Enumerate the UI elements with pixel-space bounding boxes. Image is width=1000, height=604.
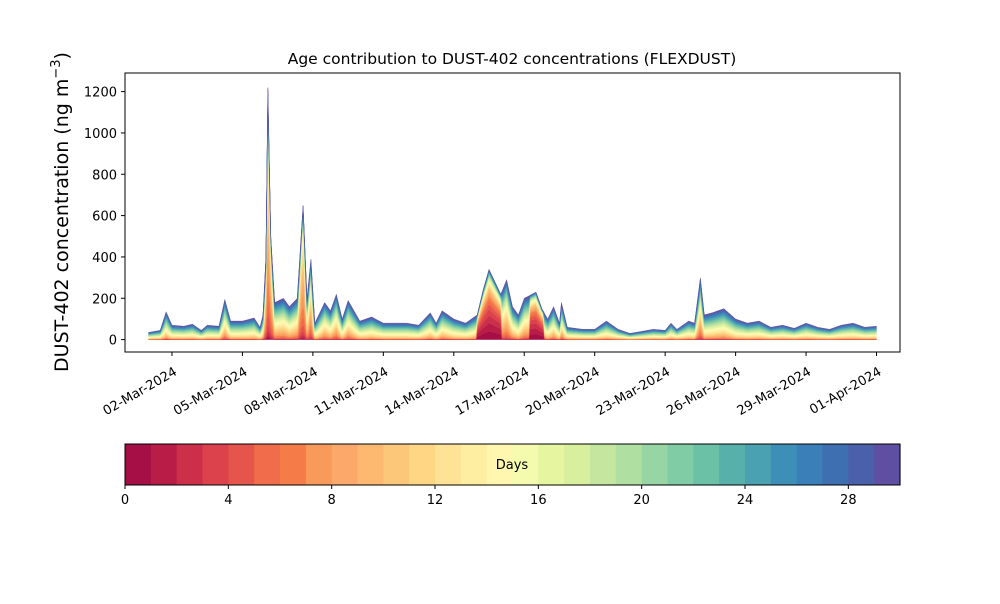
colorbar-segment-1: [150, 444, 178, 485]
x-tick-label: 20-Mar-2024: [523, 365, 602, 419]
y-tick-label: 400: [92, 251, 117, 266]
colorbar-segment-17: [564, 444, 591, 485]
colorbar-segment-9: [357, 444, 384, 485]
colorbar-segment-15: [512, 444, 539, 485]
y-axis-label-text: DUST-402 concentration (ng m: [51, 79, 73, 372]
x-tick-label: 26-Mar-2024: [664, 365, 743, 419]
age-bin-area-22: [148, 102, 877, 336]
colorbar-axis: 0 4 8 12 16 20 24 28: [121, 485, 857, 508]
y-tick-label: 1200: [84, 86, 117, 101]
colorbar-segment-16: [538, 444, 565, 485]
age-bin-area-24: [148, 97, 877, 336]
x-tick-label: 29-Mar-2024: [735, 365, 814, 419]
y-tick-label: 800: [92, 168, 117, 183]
colorbar-segment-4: [228, 444, 255, 485]
colorbar-segment-28: [848, 444, 875, 485]
age-bin-area-29: [148, 87, 877, 334]
x-tick-label: 01-Apr-2024: [807, 365, 884, 418]
colorbar-segment-10: [383, 444, 410, 485]
colorbar-tick-label: 16: [530, 493, 547, 508]
colorbar-segment-11: [409, 444, 436, 485]
colorbar-segment-27: [822, 444, 849, 485]
x-tick-label: 14-Mar-2024: [383, 365, 462, 419]
colorbar-segment-29: [874, 444, 901, 485]
colorbar-segment-19: [615, 444, 643, 485]
y-axis-label-close: ): [51, 52, 73, 59]
age-bin-area-25: [148, 95, 877, 335]
x-tick-label: 17-Mar-2024: [453, 365, 532, 419]
colorbar-tick-label: 4: [224, 493, 232, 508]
chart-title: Age contribution to DUST-402 concentrati…: [288, 50, 737, 68]
age-bin-area-16: [148, 123, 877, 338]
y-tick-label: 0: [109, 334, 117, 349]
plot-frame: [124, 72, 901, 353]
x-tick-label: 08-Mar-2024: [242, 365, 321, 419]
age-bin-area-28: [148, 88, 877, 335]
age-bin-area-23: [148, 100, 877, 336]
colorbar-segment-5: [254, 444, 281, 485]
age-bin-area-19: [148, 110, 877, 337]
colorbar-tick-label: 0: [121, 493, 129, 508]
x-tick-label: 11-Mar-2024: [312, 365, 391, 419]
colorbar-tick-label: 24: [737, 493, 754, 508]
svg-text:DUST-402 concentration (ng m−3: DUST-402 concentration (ng m−3): [49, 52, 73, 372]
colorbar-tick-label: 20: [633, 493, 650, 508]
colorbar: [125, 444, 901, 485]
age-bin-area-26: [148, 93, 877, 335]
y-axis: 0 200 400 600 800 1000 1200: [84, 86, 125, 349]
colorbar-segment-24: [745, 444, 772, 485]
colorbar-tick-label: 8: [328, 493, 336, 508]
colorbar-segment-25: [770, 444, 798, 485]
colorbar-frame: [124, 443, 901, 486]
x-axis: 02-Mar-202405-Mar-202408-Mar-202411-Mar-…: [101, 352, 884, 419]
colorbar-segment-2: [176, 444, 204, 485]
colorbar-segment-6: [280, 444, 307, 485]
x-tick-label: 23-Mar-2024: [594, 365, 673, 419]
colorbar-segment-22: [693, 444, 720, 485]
colorbar-segment-23: [719, 444, 746, 485]
colorbar-segment-13: [460, 444, 488, 485]
y-tick-label: 200: [92, 292, 117, 307]
age-bin-area-18: [148, 114, 877, 337]
y-axis-label-unit-exponent: −3: [49, 59, 64, 78]
y-tick-label: 1000: [84, 127, 117, 142]
colorbar-segment-7: [305, 444, 333, 485]
stacked-area-layer: [148, 87, 877, 340]
age-bin-area-27: [148, 90, 877, 335]
x-tick-label: 02-Mar-2024: [101, 365, 180, 419]
colorbar-segment-0: [125, 444, 152, 485]
colorbar-segment-20: [641, 444, 669, 485]
colorbar-tick-label: 28: [840, 493, 857, 508]
colorbar-segment-14: [486, 444, 514, 485]
x-tick-label: 05-Mar-2024: [171, 365, 250, 419]
colorbar-segment-21: [667, 444, 694, 485]
colorbar-label: Days: [496, 458, 529, 473]
colorbar-segment-8: [331, 444, 359, 485]
y-axis-label: DUST-402 concentration (ng m−3): [49, 52, 73, 372]
age-bin-area-20: [148, 107, 877, 337]
colorbar-segment-18: [590, 444, 617, 485]
y-tick-label: 600: [92, 210, 117, 225]
age-bin-area-17: [148, 118, 877, 338]
colorbar-segment-26: [796, 444, 824, 485]
colorbar-tick-label: 12: [427, 493, 444, 508]
age-bin-area-21: [148, 104, 877, 337]
colorbar-segment-12: [435, 444, 462, 485]
colorbar-segment-3: [202, 444, 229, 485]
